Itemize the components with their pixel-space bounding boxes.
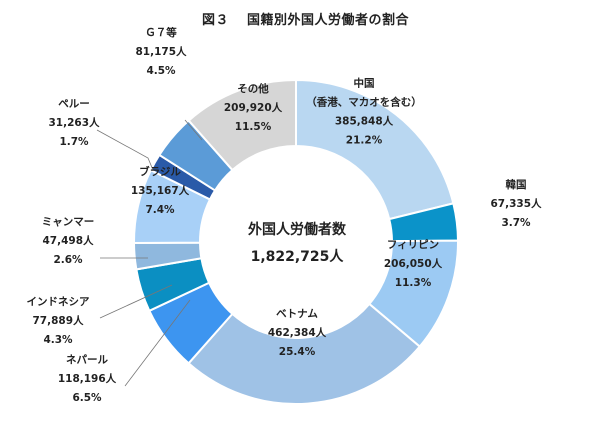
slice-11-percent-label: 11.5% bbox=[235, 121, 272, 133]
slice-2-name-label: 韓国 bbox=[506, 178, 527, 191]
leader-line-9 bbox=[96, 129, 154, 171]
slice-3-count-label: 206,050人 bbox=[384, 257, 443, 270]
slice-9-name-label: ペルー bbox=[58, 98, 90, 110]
slice-1-count-label: 385,848人 bbox=[335, 115, 394, 128]
slice-3-name-label: フィリピン bbox=[387, 239, 439, 251]
figure-number: 図３ bbox=[201, 13, 229, 28]
slice-8-name-label: ブラジル bbox=[139, 165, 181, 178]
slice-8-percent-label: 7.4% bbox=[145, 204, 175, 216]
slice-10-count-label: 81,175人 bbox=[135, 45, 187, 58]
slice-11-name-label: その他 bbox=[237, 82, 269, 95]
slice-6-count-label: 77,889人 bbox=[32, 314, 84, 327]
leader-line-5 bbox=[124, 299, 191, 387]
slice-3-percent-label: 11.3% bbox=[395, 277, 432, 289]
slice-7-percent-label: 2.6% bbox=[53, 254, 83, 266]
slice-7-count-label: 47,498人 bbox=[42, 234, 94, 247]
slice-9-percent-label: 1.7% bbox=[59, 136, 89, 148]
leader-line-6 bbox=[99, 284, 173, 319]
slice-4-count-label: 462,384人 bbox=[268, 326, 327, 339]
slice-5-name-label: ネパール bbox=[66, 354, 108, 366]
leader-line-10 bbox=[184, 119, 203, 141]
slice-4-percent-label: 25.4% bbox=[279, 346, 316, 358]
slice-1-sublabel-label: （香港、マカオを含む） bbox=[306, 96, 422, 109]
slice-10-percent-label: 4.5% bbox=[146, 65, 176, 77]
leader-lines bbox=[96, 119, 203, 387]
slice-11-count-label: 209,920人 bbox=[224, 101, 283, 114]
slice-6-name-label: インドネシア bbox=[27, 296, 90, 308]
slice-8-count-label: 135,167人 bbox=[131, 184, 190, 197]
slice-labels: 中国 （香港、マカオを含む） 385,848人 21.2% 韓国 67,335人 3.7% フ… bbox=[27, 26, 543, 404]
slice-2-percent-label: 3.7% bbox=[501, 217, 531, 229]
slice-4 bbox=[187, 302, 422, 405]
center-label: 外国人労働者数 bbox=[248, 221, 347, 238]
slice-7-name-label: ミャンマー bbox=[42, 216, 95, 228]
slice-9-count-label: 31,263人 bbox=[48, 116, 100, 129]
slice-10-name-label: Ｇ７等 bbox=[145, 26, 177, 39]
chart-title: 図３ 国籍別外国人労働者の割合 bbox=[0, 9, 611, 28]
slice-2-count-label: 67,335人 bbox=[490, 197, 542, 210]
donut-slices bbox=[132, 78, 460, 405]
slice-11 bbox=[187, 78, 297, 172]
slice-1-percent-label: 21.2% bbox=[346, 135, 383, 147]
slice-1 bbox=[295, 78, 455, 221]
slice-1-name-label: 中国 bbox=[354, 77, 375, 90]
slice-4-name-label: ベトナム bbox=[276, 308, 318, 320]
center-total: 1,822,725人 bbox=[251, 248, 345, 265]
slice-5-count-label: 118,196人 bbox=[58, 372, 117, 385]
slice-6-percent-label: 4.3% bbox=[43, 334, 73, 346]
figure-title: 国籍別外国人労働者の割合 bbox=[247, 13, 410, 28]
slice-5-percent-label: 6.5% bbox=[72, 392, 102, 404]
